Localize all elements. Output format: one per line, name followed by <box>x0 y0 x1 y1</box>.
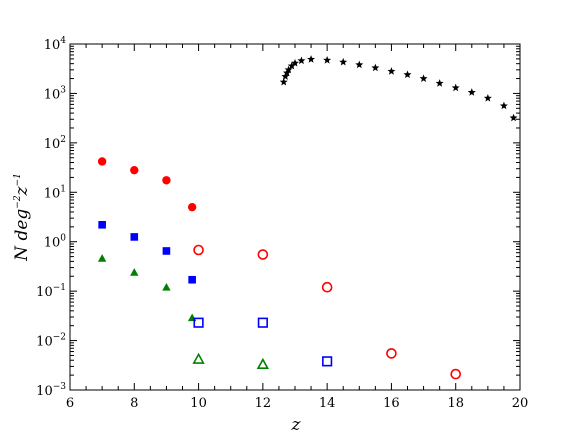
open-triangle-point <box>192 352 205 364</box>
x-tick-label: 6 <box>66 396 74 411</box>
filled-star-point <box>403 70 412 79</box>
filled-circle-point <box>97 157 107 166</box>
x-tick-label: 8 <box>130 396 138 411</box>
filled-star-point <box>307 55 316 63</box>
open-circle-point <box>321 281 333 293</box>
filled-triangle-point <box>187 313 197 322</box>
filled-star-point <box>287 61 296 70</box>
y-axis-label-exp2: −1 <box>13 173 23 186</box>
y-tick-label: 103 <box>44 85 67 102</box>
filled-star-point <box>371 63 380 72</box>
open-square-point <box>322 356 333 367</box>
filled-square-point <box>130 233 139 241</box>
filled-star-point <box>451 83 460 92</box>
x-tick-label: 14 <box>319 396 336 411</box>
y-tick-label: 101 <box>44 184 66 201</box>
y-tick-label: 10−1 <box>36 283 66 300</box>
y-tick-label: 100 <box>44 234 67 251</box>
open-square-point <box>257 317 268 328</box>
x-tick-label: 16 <box>383 396 400 411</box>
x-tick-label: 18 <box>447 396 464 411</box>
filled-star-point <box>467 88 476 96</box>
filled-square-point <box>98 220 106 229</box>
y-axis-label: N deg−2z−1 <box>12 173 32 262</box>
filled-star-point <box>279 77 288 86</box>
filled-star-point <box>291 58 299 67</box>
filled-star-point <box>435 79 444 87</box>
filled-star-point <box>355 60 364 69</box>
open-triangle-point <box>256 357 270 370</box>
filled-star-point <box>483 94 492 102</box>
filled-circle-point <box>130 165 139 175</box>
x-axis-label: z <box>291 415 302 435</box>
y-tick-label: 102 <box>44 135 66 152</box>
y-tick-label: 104 <box>44 36 67 53</box>
open-circle-point <box>450 368 462 380</box>
y-axis-label-prefix: N deg <box>12 209 32 262</box>
y-axis-label-exp1: −2 <box>13 195 23 209</box>
filled-square-point <box>162 247 171 255</box>
open-circle-point <box>257 249 269 260</box>
points-layer <box>97 55 518 380</box>
y-tick-label: 10−2 <box>36 333 66 350</box>
filled-star-point <box>323 56 332 64</box>
plot-frame <box>69 43 521 391</box>
open-circle-point <box>193 244 204 256</box>
filled-circle-point <box>187 202 197 212</box>
filled-star-point <box>281 72 290 80</box>
filled-star-point <box>509 113 518 122</box>
filled-star-point <box>419 74 428 82</box>
filled-star-point <box>339 57 348 66</box>
filled-triangle-point <box>162 283 171 291</box>
y-tick-label: 10−3 <box>36 382 66 399</box>
x-tick-label: 20 <box>512 396 529 411</box>
filled-triangle-point <box>97 254 107 262</box>
x-tick-label: 12 <box>255 396 272 411</box>
open-square-point <box>193 317 204 328</box>
filled-star-point <box>284 65 293 74</box>
x-tick-label: 10 <box>190 396 207 411</box>
filled-triangle-point <box>130 268 139 276</box>
filled-star-point <box>499 101 508 110</box>
filled-circle-point <box>162 176 171 185</box>
filled-square-point <box>188 275 196 284</box>
ticks-layer: 6 8 10 12 14 16 18 20 10−3 10−2 10−1 100 101 102 103 10… <box>36 36 528 411</box>
y-axis-label-mid: z <box>12 185 32 196</box>
open-circle-point <box>386 348 397 359</box>
filled-star-point <box>387 67 396 75</box>
filled-star-point <box>297 56 306 65</box>
